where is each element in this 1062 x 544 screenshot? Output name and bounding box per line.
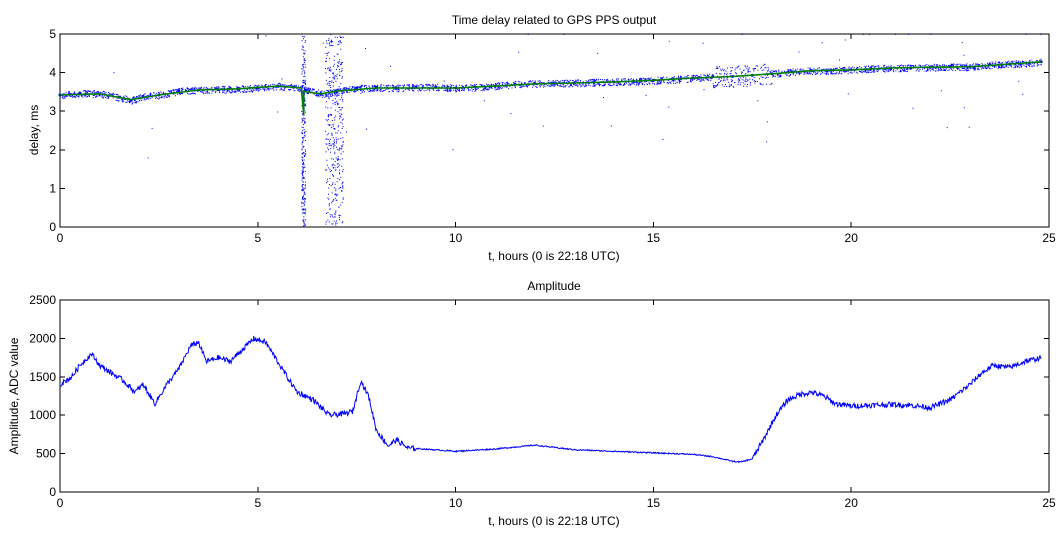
x-tick-label: 25 bbox=[1042, 231, 1056, 245]
amplitude-line bbox=[59, 335, 1042, 464]
x-tick-label: 25 bbox=[1042, 496, 1056, 510]
amplitude-plot-ylabel: Amplitude, ADC value bbox=[7, 337, 21, 454]
amplitude-plot-axes bbox=[59, 299, 1050, 493]
y-tick-label: 3 bbox=[49, 104, 56, 118]
x-tick-label: 0 bbox=[57, 496, 64, 510]
y-tick-label: 2500 bbox=[29, 293, 56, 307]
x-tick-label: 10 bbox=[449, 231, 463, 245]
x-tick-label: 15 bbox=[647, 496, 661, 510]
y-tick-label: 2000 bbox=[29, 331, 56, 345]
y-tick-label: 2 bbox=[49, 143, 56, 157]
delay-plot-ylabel: delay, ms bbox=[27, 105, 41, 155]
amplitude-plot-title: Amplitude bbox=[527, 279, 581, 293]
y-tick-label: 5 bbox=[49, 27, 56, 41]
x-tick-label: 20 bbox=[845, 231, 859, 245]
delay-plot-title: Time delay related to GPS PPS output bbox=[452, 13, 657, 27]
amplitude-plot-marks bbox=[59, 335, 1042, 464]
x-tick-label: 15 bbox=[647, 231, 661, 245]
y-tick-label: 4 bbox=[49, 66, 56, 80]
amplitude-plot-xlabel: t, hours (0 is 22:18 UTC) bbox=[488, 514, 619, 528]
y-tick-label: 1 bbox=[49, 181, 56, 195]
x-tick-label: 20 bbox=[845, 496, 859, 510]
y-tick-label: 1500 bbox=[29, 370, 56, 384]
delay-plot-axes bbox=[59, 33, 1050, 228]
amplitude-plot: Amplitude 0 5 10 15 20 25 0 500 1000 1500 2000 2500… bbox=[7, 279, 1056, 528]
delay-plot-xlabel: t, hours (0 is 22:18 UTC) bbox=[488, 249, 619, 263]
amplitude-plot-ticks: 0 5 10 15 20 25 0 500 1000 1500 2000 2500 bbox=[29, 293, 1056, 510]
y-tick-label: 0 bbox=[49, 485, 56, 499]
delay-plot-marks bbox=[58, 34, 1043, 227]
x-tick-label: 5 bbox=[254, 231, 261, 245]
y-tick-label: 500 bbox=[36, 447, 56, 461]
delay-plot-ticks: 0 5 10 15 20 25 0 1 2 3 4 5 bbox=[49, 27, 1056, 245]
y-tick-label: 1000 bbox=[29, 408, 56, 422]
x-tick-label: 5 bbox=[254, 496, 261, 510]
delay-fit-line bbox=[59, 61, 1042, 116]
delay-plot: Time delay related to GPS PPS output 0 5 1… bbox=[27, 13, 1056, 263]
y-tick-label: 0 bbox=[49, 220, 56, 234]
x-tick-label: 0 bbox=[57, 231, 64, 245]
x-tick-label: 10 bbox=[449, 496, 463, 510]
